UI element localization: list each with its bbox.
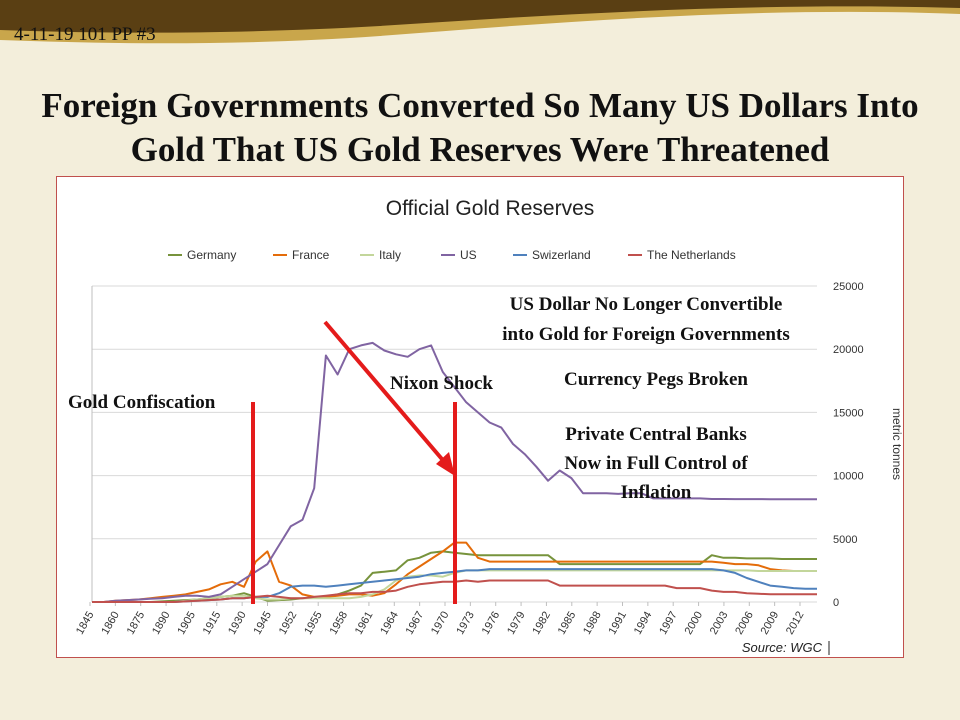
slide-title-line2: Gold That US Gold Reserves Were Threaten… [130,130,830,169]
chart-frame [56,176,904,658]
y-tick-label: 25000 [833,281,864,293]
y-tick-label: 15000 [833,407,864,419]
annotation-central-banks-line1: Private Central Banks [565,424,747,445]
slide-title: Foreign Governments Converted So Many US… [0,84,960,172]
x-tick-label: 1982 [530,610,553,637]
y-axis-label: metric tonnes [890,408,904,480]
annotation-nixon-shock: Nixon Shock [390,373,493,394]
legend-label: US [460,248,477,262]
chart-source: Source: WGC [742,640,823,655]
x-tick-label: 1988 [581,610,604,637]
annotation-central-banks-line3: Inflation [621,482,692,503]
x-tick-label: 1958 [328,610,351,637]
annotation-central-banks-line2: Now in Full Control of [564,453,748,474]
x-tick-label: 1860 [99,610,122,637]
x-tick-label: 1845 [74,610,97,637]
chart-title: Official Gold Reserves [386,197,595,220]
y-tick-label: 0 [833,597,839,609]
y-tick-label: 20000 [833,344,864,356]
annotation-layer: Gold Confiscation Nixon Shock US Dollar … [68,294,790,604]
decline-arrow-shaft [323,320,449,467]
slide-title-line1: Foreign Governments Converted So Many US… [41,86,919,125]
legend-label: France [292,248,330,262]
x-tick-label: 2012 [784,610,807,637]
x-tick-label: 2009 [759,610,782,637]
x-tick-label: 1970 [429,610,452,637]
x-tick-label: 1930 [226,610,249,637]
x-tick-label: 1945 [251,610,274,637]
x-tick-label: 1875 [125,610,148,637]
y-tick-label: 10000 [833,471,864,483]
annotation-us-dollar-line1: US Dollar No Longer Convertible [510,294,783,315]
x-tick-label: 1967 [404,610,427,637]
series-line [92,341,817,603]
x-tick-label: 2000 [683,610,706,637]
x-tick-label: 1890 [150,610,173,637]
x-tick-label: 1994 [632,610,655,637]
y-tick-label: 5000 [833,534,857,546]
x-tick-label: 1905 [175,610,198,637]
band-brown-stripe [0,0,960,33]
x-tick-label: 1997 [657,610,680,637]
legend-label: The Netherlands [647,248,736,262]
chart-legend: Germany France Italy US Swizerland The Nether… [168,248,736,262]
decline-arrow-head [436,452,455,476]
top-decorative-band [0,0,960,44]
x-tick-label: 2006 [733,610,756,637]
x-tick-label: 2003 [708,610,731,637]
annotation-gold-confiscation: Gold Confiscation [68,392,216,413]
x-tick-label: 1973 [454,610,477,637]
x-tick-label: 1964 [378,610,401,637]
legend-label: Swizerland [532,248,591,262]
x-axis: 1845 1860 1875 1890 1905 1915 1930 1945 1952 1955… [74,602,807,637]
legend-label: Italy [379,248,401,262]
x-tick-label: 1985 [556,610,579,637]
x-tick-label: 1915 [201,610,224,637]
x-tick-label: 1952 [277,610,300,637]
legend-label: Germany [187,248,236,262]
annotation-us-dollar-line2: into Gold for Foreign Governments [502,324,789,345]
x-tick-label: 1979 [505,610,528,637]
annotation-currency-pegs: Currency Pegs Broken [564,369,748,390]
x-tick-label: 1961 [353,610,376,637]
slide-label: 4-11-19 101 PP #3 [14,24,156,45]
x-tick-label: 1955 [302,610,325,637]
y-axis: 0 5000 10000 15000 20000 25000 [833,281,864,609]
x-tick-label: 1991 [606,610,629,637]
x-tick-label: 1976 [480,610,503,637]
